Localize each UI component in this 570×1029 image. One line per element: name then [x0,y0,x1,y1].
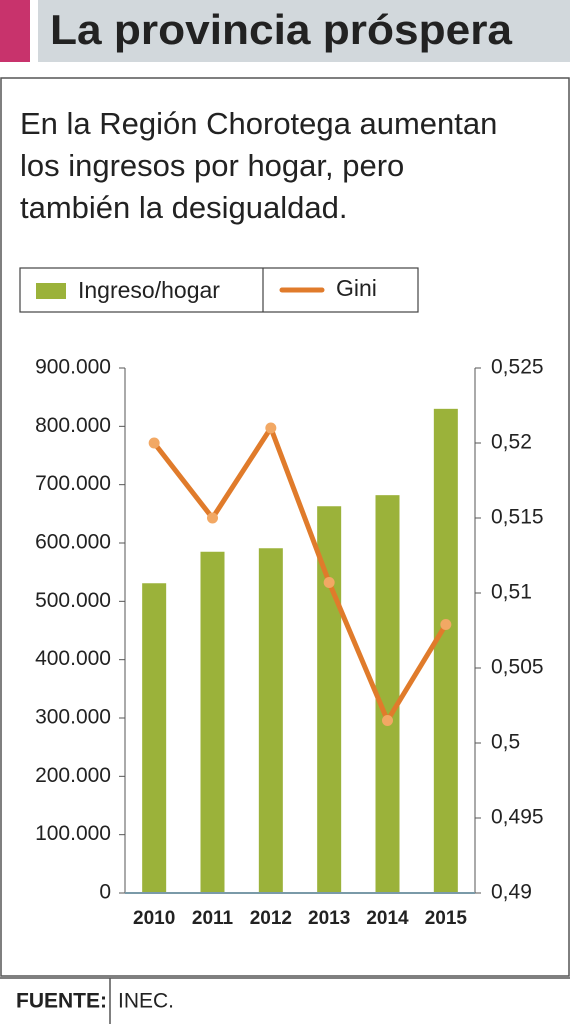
bar [200,551,225,893]
y-tick-label: 200.000 [35,764,111,787]
y2-tick-label: 0,51 [491,581,532,604]
source-label: FUENTE: [16,990,107,1013]
gini-marker [440,619,452,630]
accent-block [0,0,30,62]
gini-line [152,425,448,723]
x-tick-label: 2013 [308,908,350,929]
bar [258,548,283,893]
subtitle-line: En la Región Chorotega aumentan [20,106,497,141]
y2-tick-label: 0,5 [491,731,520,754]
x-tick-label: 2014 [366,908,409,929]
x-tick-label: 2015 [425,908,468,929]
y-tick-label: 500.000 [35,589,111,612]
gini-marker [265,422,277,434]
y-tick-label: 700.000 [35,472,111,495]
y2-tick-label: 0,505 [491,656,544,679]
bar [317,506,342,893]
subtitle-line: también la desigualdad. [20,190,347,225]
bar [433,408,458,893]
y-tick-label: 100.000 [35,822,111,845]
subtitle-line: los ingresos por hogar, pero [20,148,404,183]
gini-marker [148,437,160,449]
legend-label: Ingreso/hogar [78,277,220,303]
y2-tick-label: 0,515 [491,506,544,529]
bar [142,583,167,893]
y-tick-label: 900.000 [35,356,111,379]
y-tick-label: 600.000 [35,531,111,554]
x-tick-label: 2010 [133,908,175,929]
source: INEC. [118,990,174,1013]
legend-swatch [36,283,66,299]
y2-tick-label: 0,495 [491,806,544,829]
gini-marker [207,512,218,524]
bar [375,495,400,893]
y2-tick-label: 0,525 [491,356,544,379]
x-tick-label: 2012 [250,908,292,929]
y-tick-label: 0 [99,881,111,904]
y2-tick-label: 0,52 [491,431,532,454]
gini-marker [382,715,393,726]
x-tick-label: 2011 [192,908,234,929]
y-tick-label: 400.000 [35,647,111,670]
y-tick-label: 300.000 [35,706,111,729]
y-tick-label: 800.000 [35,414,111,437]
title-bar [38,0,570,62]
gini-marker [323,577,335,588]
chart-title: La provincia próspera [50,6,513,53]
y2-tick-label: 0,49 [491,881,532,904]
legend-box [19,267,419,313]
legend-label: Gini [336,275,377,301]
frame [0,77,570,977]
